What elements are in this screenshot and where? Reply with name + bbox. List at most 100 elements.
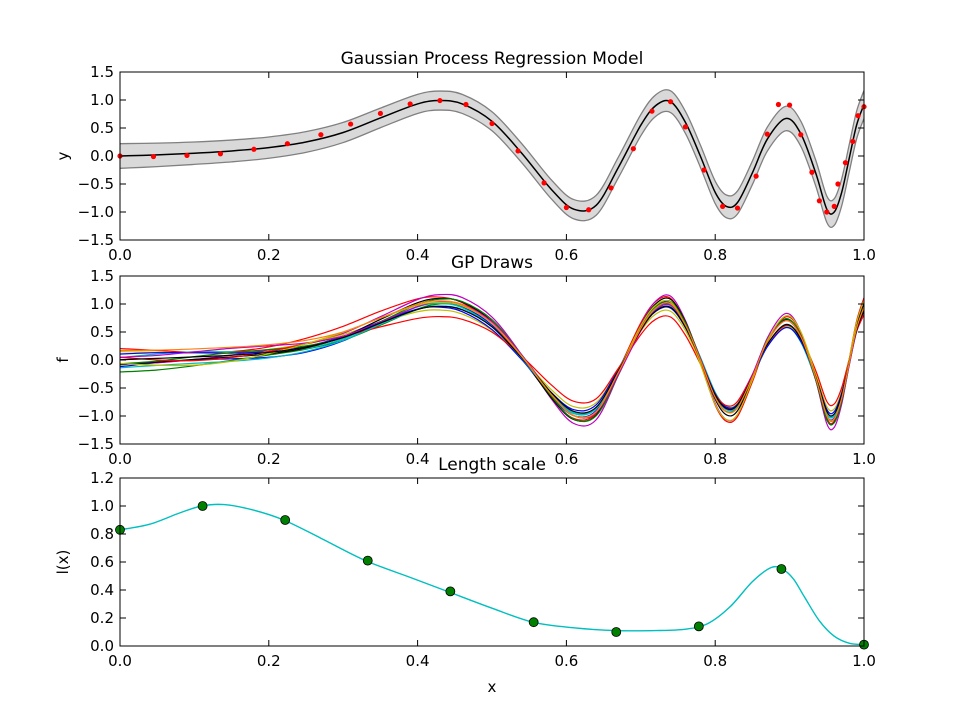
observation-point <box>318 132 324 138</box>
observation-point <box>608 185 614 191</box>
observation-point <box>824 209 830 215</box>
observation-point <box>787 102 793 108</box>
draws-panel: 0.0 0.2 0.4 0.6 0.8 1.0 −1.5 −1.0 −0.5 0.0 0.5 1.0 1… <box>54 253 876 468</box>
y-tick-label: 0.5 <box>90 323 114 341</box>
observation-point <box>667 99 674 105</box>
y-tick-label: 1.2 <box>90 469 114 487</box>
length-scale-point <box>362 555 373 566</box>
observation-point <box>682 124 689 130</box>
observation-point <box>284 141 290 147</box>
length-scale-title: Length scale <box>438 455 546 475</box>
y-tick-label: 0.4 <box>90 581 114 599</box>
x-tick-label: 1.0 <box>852 450 876 468</box>
length-scale-point <box>280 515 291 525</box>
gp-draw-line <box>119 300 865 422</box>
observation-point <box>515 148 521 154</box>
observation-point <box>831 203 837 209</box>
y-tick-label: −1.0 <box>78 407 114 425</box>
observation-point <box>701 167 707 173</box>
x-tick-label: 1.0 <box>852 246 876 264</box>
y-tick-label: 0.8 <box>90 525 114 543</box>
y-tick-label: 1.0 <box>90 295 114 313</box>
length-scale-axes-frame <box>119 477 865 647</box>
y-tick-label: 0.0 <box>90 147 114 165</box>
y-tick-label: −1.5 <box>78 231 114 249</box>
y-tick-label: 1.0 <box>90 497 114 515</box>
observation-point <box>720 203 726 209</box>
length-scale-plot-area <box>115 501 869 650</box>
observation-point <box>816 198 822 204</box>
draws-ylabel: f <box>54 357 72 363</box>
observation-point <box>586 207 592 213</box>
y-tick-label: 0.6 <box>90 553 114 571</box>
x-tick-label: 0.2 <box>257 246 281 264</box>
x-tick-label: 0.6 <box>554 246 578 264</box>
draws-title: GP Draws <box>451 253 533 273</box>
length-scale-panel: 0.0 0.2 0.4 0.6 0.8 1.00.00.20.40.60.81.01.2 … <box>54 455 876 696</box>
y-tick-label: −0.5 <box>78 379 114 397</box>
observation-point <box>348 121 354 127</box>
regression-ylabel: y <box>54 151 72 160</box>
y-tick-label: 0.2 <box>90 609 114 627</box>
observation-point <box>798 132 804 138</box>
y-tick-label: −0.5 <box>78 175 114 193</box>
length-scale-point <box>611 627 622 637</box>
upper-band-edge <box>119 89 865 202</box>
y-tick-label: 0.0 <box>90 351 114 369</box>
regression-title: Gaussian Process Regression Model <box>341 49 644 69</box>
length-scale-ylabel: l(x) <box>54 550 72 575</box>
x-tick-label: 0.8 <box>703 246 727 264</box>
gp-draw-line <box>119 293 865 431</box>
length-scale-xlabel: x <box>488 678 497 696</box>
x-tick-label: 0.0 <box>108 652 132 670</box>
observation-point <box>463 101 469 108</box>
length-scale-point <box>693 621 704 632</box>
lower-band-edge <box>119 109 865 228</box>
observation-point <box>563 204 570 211</box>
regression-panel: 0.0 0.2 0.4 0.6 0.8 1.0 −1.5 −1.0 −0.5 0.0 0.5 1.0 1… <box>54 49 876 264</box>
observation-point <box>855 113 861 119</box>
observation-point <box>835 181 841 187</box>
observation-point <box>377 110 383 117</box>
x-tick-label: 0.8 <box>703 450 727 468</box>
observation-point <box>649 108 655 114</box>
observation-point <box>184 152 190 159</box>
x-tick-label: 0.2 <box>257 652 281 670</box>
y-tick-label: 0.0 <box>90 637 114 655</box>
y-tick-label: 1.5 <box>90 63 114 81</box>
observation-point <box>630 146 636 152</box>
length-scale-point <box>197 501 208 511</box>
x-tick-label: 0.8 <box>703 652 727 670</box>
x-tick-label: 0.0 <box>108 246 132 264</box>
x-tick-label: 0.4 <box>406 246 430 264</box>
observation-point <box>842 160 849 166</box>
x-tick-label: 0.4 <box>406 652 430 670</box>
observation-point <box>437 97 443 104</box>
observation-point <box>850 138 856 145</box>
regression-ticks: 0.0 0.2 0.4 0.6 0.8 1.0 −1.5 −1.0 −0.5 0.0 0.5 1.0 1… <box>78 63 876 264</box>
observation-point <box>251 146 257 152</box>
x-tick-label: 1.0 <box>852 652 876 670</box>
y-tick-label: −1.0 <box>78 203 114 221</box>
confidence-band <box>120 89 864 228</box>
length-scale-ticks: 0.0 0.2 0.4 0.6 0.8 1.0 0.0 0.2 0.4 0.6 0.8 1.0 1.2 <box>90 469 876 670</box>
x-tick-label: 0.0 <box>108 450 132 468</box>
observation-point <box>541 180 547 186</box>
observation-point <box>764 131 770 137</box>
posterior-mean-line <box>119 99 865 215</box>
draws-plot-area <box>119 293 865 431</box>
observation-point <box>809 169 815 175</box>
observation-point <box>217 151 224 157</box>
length-scale-point <box>445 586 456 597</box>
y-tick-label: 0.5 <box>90 119 114 137</box>
x-tick-label: 0.6 <box>554 450 578 468</box>
draws-ticks: 0.0 0.2 0.4 0.6 0.8 1.0 −1.5 −1.0 −0.5 0.0 0.5 1.0 1… <box>78 267 876 468</box>
gp-draw-line <box>119 299 865 422</box>
observation-point <box>775 101 782 108</box>
x-tick-label: 0.6 <box>554 652 578 670</box>
observation-point <box>489 120 495 127</box>
observation-point <box>150 153 157 160</box>
observation-point <box>407 101 413 107</box>
regression-plot-area <box>117 89 867 228</box>
